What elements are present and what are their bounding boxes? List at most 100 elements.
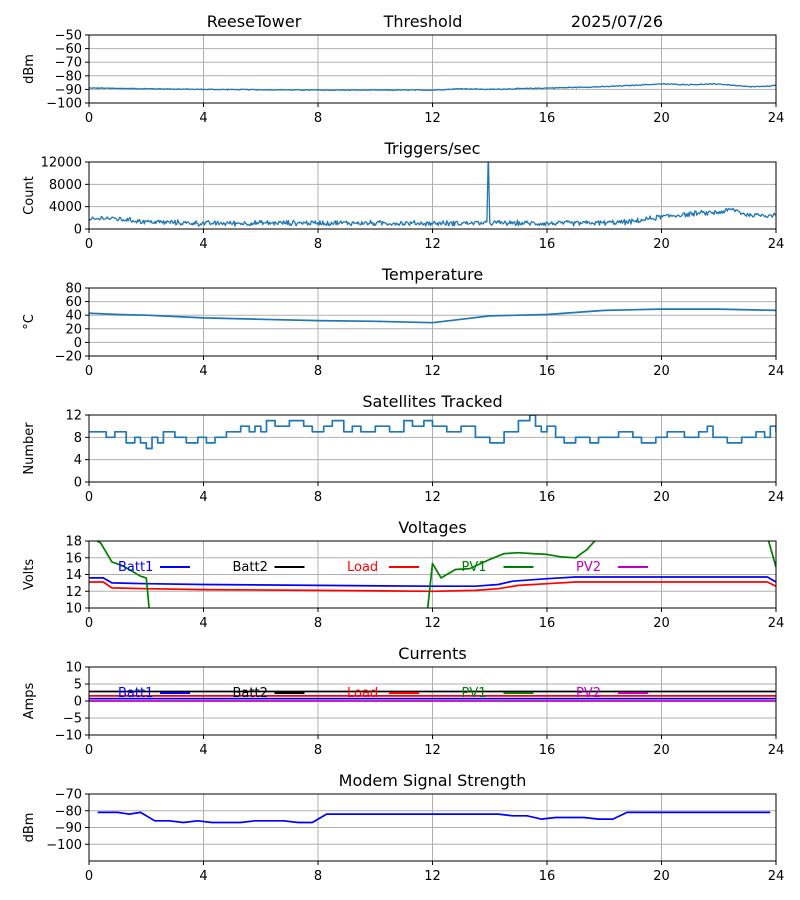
voltages-xtick-label: 12 <box>424 616 441 631</box>
triggers-ylabel: Count <box>22 176 37 215</box>
header-label: Threshold <box>383 12 463 31</box>
satellites-ytick-label: 0 <box>74 476 82 491</box>
currents-legend-label: PV1 <box>462 686 487 701</box>
currents-xtick-label: 12 <box>424 743 441 758</box>
currents-ytick-label: 5 <box>74 678 82 693</box>
satellites-series-group <box>89 415 776 450</box>
satellites-ytick-label: 4 <box>74 453 82 468</box>
temperature-ytick-label: −20 <box>55 350 82 365</box>
currents-xtick-label: 8 <box>314 743 322 758</box>
threshold-ylabel: dBm <box>22 54 37 84</box>
triggers-xtick-label: 24 <box>768 237 785 252</box>
currents-ylabel: Amps <box>22 682 37 719</box>
currents-ytick-label: −5 <box>63 712 82 727</box>
voltages-ytick-label: 16 <box>65 551 82 566</box>
temperature-xtick-label: 4 <box>199 364 207 379</box>
modem-ylabel: dBm <box>22 813 37 843</box>
triggers-ytick-label: 12000 <box>41 156 82 171</box>
temperature-title: Temperature <box>381 265 483 284</box>
satellites-panel: 0 4 8 12 16 20 24 0 4 8 12 Number Satellites Tracked <box>22 392 784 505</box>
temperature-xtick-label: 12 <box>424 364 441 379</box>
triggers-xtick-label: 4 <box>199 237 207 252</box>
currents-xtick-label: 20 <box>653 743 670 758</box>
currents-xtick-label: 24 <box>768 743 785 758</box>
modem-xtick-label: 4 <box>199 869 207 884</box>
currents-xtick-label: 4 <box>199 743 207 758</box>
modem-ytick-label: −70 <box>55 788 82 803</box>
temperature-xtick-label: 0 <box>85 364 93 379</box>
voltages-series-line <box>89 581 776 593</box>
satellites-xtick-label: 24 <box>768 490 785 505</box>
triggers-xtick-label: 8 <box>314 237 322 252</box>
triggers-series-group <box>89 162 776 227</box>
voltages-legend-label: Batt1 <box>118 560 153 575</box>
voltages-series-line <box>426 541 596 608</box>
voltages-ytick-label: 12 <box>65 585 82 600</box>
modem-xtick-label: 20 <box>653 869 670 884</box>
threshold-panel: 0 4 8 12 16 20 24 −50−60−70−80−90−100 dBm <box>22 29 784 127</box>
triggers-xtick-label: 0 <box>85 237 93 252</box>
voltages-title: Voltages <box>398 518 466 537</box>
threshold-ytick-label: −100 <box>46 97 82 112</box>
threshold-xtick-label: 20 <box>653 111 670 126</box>
satellites-xtick-label: 0 <box>85 490 93 505</box>
modem-xtick-label: 0 <box>85 869 93 884</box>
modem-xtick-label: 16 <box>539 869 556 884</box>
temperature-ytick-label: 20 <box>65 322 82 337</box>
temperature-ytick-label: 60 <box>65 295 82 310</box>
threshold-ytick-label: −70 <box>55 56 82 71</box>
triggers-title: Triggers/sec <box>384 139 481 158</box>
voltages-xtick-label: 8 <box>314 616 322 631</box>
threshold-xtick-label: 4 <box>199 111 207 126</box>
currents-panel: Batt1 Batt2 Load PV1 PV2 0 4 8 12 16 20 24 −10 −5 0 5 10… <box>22 644 784 758</box>
triggers-xtick-label: 16 <box>539 237 556 252</box>
voltages-xtick-label: 0 <box>85 616 93 631</box>
modem-panel: 0 4 8 12 16 20 24 −70−80 −90 −100 dBm Modem Signal … <box>22 771 784 884</box>
temperature-xtick-label: 16 <box>539 364 556 379</box>
currents-legend-label: Batt1 <box>118 686 153 701</box>
triggers-ytick-label: 0 <box>74 223 82 238</box>
satellites-ytick-label: 12 <box>65 409 82 424</box>
voltages-legend-label: PV1 <box>462 560 487 575</box>
voltages-series-line <box>89 576 776 588</box>
header-station: ReeseTower <box>207 12 302 31</box>
header-date: 2025/07/26 <box>571 12 663 31</box>
triggers-panel: 0 4 8 12 16 20 24 0 4000 8000 12000 Count Triggers/s… <box>22 139 784 252</box>
satellites-xtick-label: 4 <box>199 490 207 505</box>
modem-xtick-label: 8 <box>314 869 322 884</box>
currents-title: Currents <box>398 644 466 663</box>
satellites-series-line <box>89 415 776 450</box>
modem-ytick-label: −100 <box>46 838 82 853</box>
modem-series-line <box>97 811 771 824</box>
satellites-ytick-label: 8 <box>74 431 82 446</box>
satellites-xtick-label: 16 <box>539 490 556 505</box>
modem-title: Modem Signal Strength <box>339 771 527 790</box>
satellites-xtick-label: 20 <box>653 490 670 505</box>
modem-xtick-label: 24 <box>768 869 785 884</box>
triggers-xtick-label: 20 <box>653 237 670 252</box>
temperature-xtick-label: 8 <box>314 364 322 379</box>
temperature-ytick-label: 40 <box>65 309 82 324</box>
temperature-ylabel: °C <box>22 314 37 330</box>
threshold-series-line <box>89 82 776 92</box>
currents-legend-label: Batt2 <box>233 686 268 701</box>
modem-series-group <box>97 811 771 824</box>
modem-xtick-label: 12 <box>424 869 441 884</box>
threshold-ytick-label: −60 <box>55 42 82 57</box>
modem-ytick-label: −80 <box>55 804 82 819</box>
temperature-ytick-label: 0 <box>74 336 82 351</box>
voltages-ylabel: Volts <box>22 559 37 591</box>
threshold-series-group <box>89 82 776 92</box>
currents-series-group <box>89 690 776 702</box>
modem-ytick-label: −90 <box>55 821 82 836</box>
threshold-xtick-label: 8 <box>314 111 322 126</box>
temperature-series-group <box>89 308 776 324</box>
currents-ytick-label: 0 <box>74 695 82 710</box>
voltages-ytick-label: 14 <box>65 568 82 583</box>
threshold-xtick-label: 12 <box>424 111 441 126</box>
currents-ytick-label: −10 <box>55 729 82 744</box>
voltages-xtick-label: 4 <box>199 616 207 631</box>
